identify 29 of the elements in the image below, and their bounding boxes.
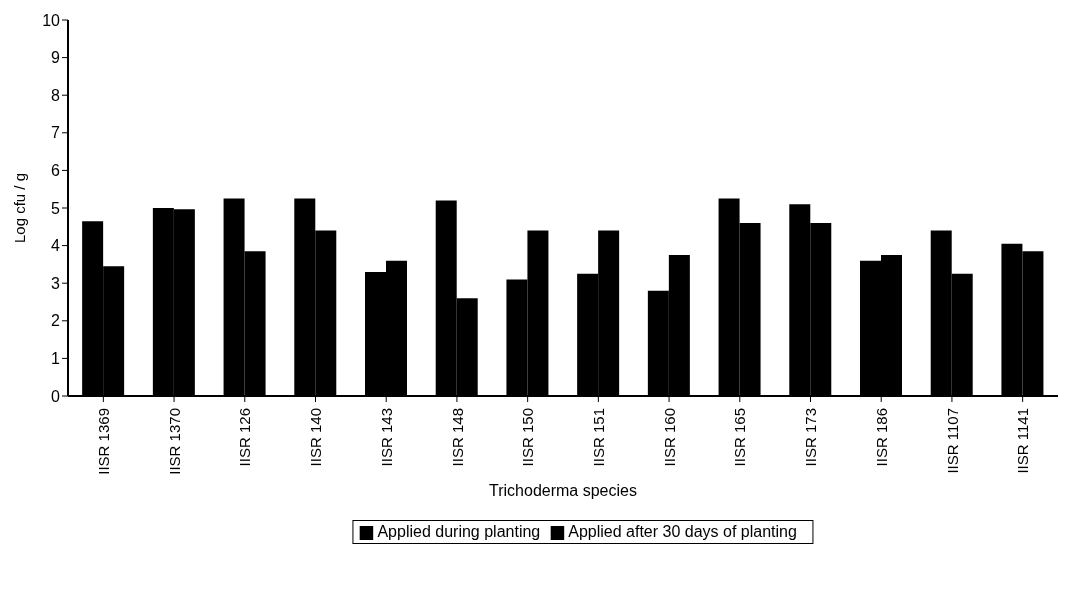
x-tick-label: IISR 1370 (165, 408, 183, 475)
y-tick-label: 2 (51, 312, 61, 330)
y-tick-label: 8 (51, 86, 61, 104)
x-tick-label: IISR 1107 (943, 408, 961, 474)
y-axis-title: Log cfu / g (11, 172, 29, 244)
y-tick-label: 9 (51, 49, 61, 67)
x-axis-title: Trichoderma species (489, 482, 637, 499)
x-tick-label: IISR 1141 (1014, 408, 1032, 474)
x-tick-label: IISR 148 (448, 408, 466, 467)
x-tick-label: IISR 143 (377, 408, 395, 467)
x-tick-label: IISR 165 (731, 408, 749, 467)
y-tick-label: 1 (51, 350, 61, 368)
legend-label: Applied after 30 days of planting (568, 523, 797, 540)
x-tick-label: IISR 1369 (95, 408, 113, 475)
y-tick-label: 5 (51, 199, 61, 217)
legend-label: Applied during planting (377, 523, 541, 540)
y-tick-label: 3 (51, 274, 61, 292)
x-tick-label: IISR 126 (236, 408, 254, 467)
x-tick-label: IISR 150 (519, 408, 537, 467)
x-tick-label: IISR 160 (660, 408, 678, 467)
x-tick-label: IISR 186 (872, 408, 890, 467)
y-tick-label: 0 (51, 387, 61, 405)
y-tick-label: 6 (51, 162, 61, 180)
y-tick-label: 10 (42, 11, 61, 29)
y-tick-label: 7 (51, 124, 61, 142)
x-tick-label: IISR 151 (590, 408, 608, 467)
x-tick-label: IISR 173 (802, 408, 820, 467)
x-tick-label: IISR 140 (307, 408, 325, 467)
y-tick-label: 4 (51, 237, 61, 255)
